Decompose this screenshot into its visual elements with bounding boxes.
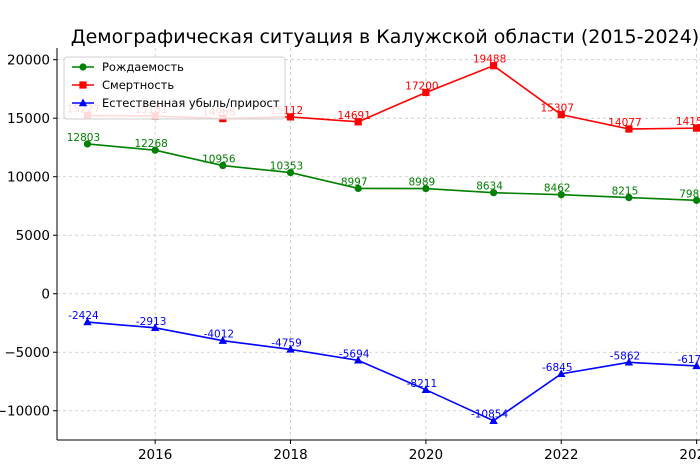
data-label-2-2019: 14691 (337, 110, 370, 122)
data-label-2-2021: 19488 (473, 54, 506, 66)
data-label-3-2018: -4759 (271, 337, 302, 349)
data-label-2-2023: 14077 (608, 117, 641, 129)
point-1-2021 (489, 189, 498, 197)
point-2-2019 (354, 118, 362, 126)
point-3-2015 (83, 317, 92, 326)
x-tick-label: 2022 (544, 447, 578, 463)
point-1-2019 (354, 184, 362, 193)
data-label-1-2017: 10956 (202, 154, 236, 166)
point-2-2022 (557, 111, 565, 119)
x-tick-label: 2024 (679, 447, 700, 463)
data-label-1-2022: 8462 (544, 183, 571, 195)
chart-title: Демографическая ситуация в Калужской обл… (71, 26, 699, 48)
data-label-1-2015: 12803 (67, 132, 100, 144)
point-1-2020 (422, 184, 430, 193)
point-1-2022 (557, 191, 565, 199)
legend-marker-1 (79, 63, 87, 71)
y-tick-label: 20000 (7, 53, 50, 69)
point-2-2024 (693, 124, 700, 132)
data-label-3-2016: -2913 (136, 316, 167, 328)
series-line-1 (87, 143, 697, 202)
data-label-3-2024: -6171 (677, 354, 700, 366)
legend-entry-2: Смертность (102, 78, 174, 92)
y-tick-label: −10000 (0, 404, 50, 420)
point-3-2018 (286, 344, 295, 353)
data-label-3-2015: -2424 (68, 310, 99, 322)
y-tick-label: −5000 (4, 345, 50, 361)
legend-marker-2 (79, 81, 87, 89)
data-label-3-2017: -4012 (204, 329, 235, 341)
y-tick-label: 5000 (16, 228, 50, 244)
data-label-3-2020: -8211 (407, 378, 438, 390)
point-3-2020 (421, 385, 431, 394)
point-3-2021 (489, 416, 498, 424)
data-label-1-2021: 8634 (476, 181, 503, 193)
data-label-3-2022: -6845 (542, 362, 573, 374)
data-label-2-2020: 17200 (405, 80, 438, 92)
point-1-2017 (219, 161, 227, 170)
legend: Рождаемость Смертность Естественная убыль/… (63, 56, 286, 120)
point-1-2016 (151, 146, 159, 154)
point-1-2024 (693, 196, 700, 204)
data-label-2-2022: 15307 (541, 103, 574, 115)
legend-box (63, 56, 286, 120)
point-1-2018 (286, 168, 295, 177)
point-3-2019 (353, 355, 363, 364)
axes: 2016 2018 2020 2022 2024 −10000 −5000 0 5000 1000… (0, 48, 700, 463)
point-2-2021 (489, 62, 498, 70)
point-1-2015 (83, 140, 92, 148)
data-label-1-2019: 8997 (341, 176, 368, 188)
point-3-2024 (692, 361, 700, 370)
point-2-2023 (625, 125, 633, 133)
series-line-3 (87, 321, 697, 422)
data-label-1-2020: 8989 (409, 177, 436, 189)
legend-marker-3 (78, 98, 88, 107)
data-label-3-2021: -10854 (471, 409, 509, 421)
x-tick-label: 2020 (409, 447, 443, 463)
data-label-3-2023: -5862 (610, 350, 641, 362)
point-2-2020 (422, 88, 430, 97)
point-2-2018 (286, 113, 295, 121)
data-label-3-2019: -5694 (339, 348, 370, 360)
legend-entry-3: Естественная убыль/прирост (102, 96, 280, 110)
point-3-2017 (218, 336, 228, 344)
y-tick-label: 15000 (7, 111, 50, 127)
legend-entry-1: Рождаемость (102, 60, 184, 74)
point-1-2023 (625, 194, 633, 202)
data-label-1-2018: 10353 (270, 161, 303, 173)
x-tick-label: 2018 (273, 447, 307, 463)
x-tick-label: 2016 (138, 447, 172, 463)
data-label-2-2024: 14152 (676, 116, 700, 128)
data-label-1-2023: 8215 (612, 186, 639, 198)
point-3-2023 (624, 357, 634, 366)
y-tick-label: 0 (41, 287, 50, 303)
data-label-1-2016: 12268 (134, 138, 167, 150)
y-tick-label: 10000 (7, 170, 50, 186)
point-3-2016 (150, 323, 160, 332)
point-3-2022 (557, 369, 566, 378)
